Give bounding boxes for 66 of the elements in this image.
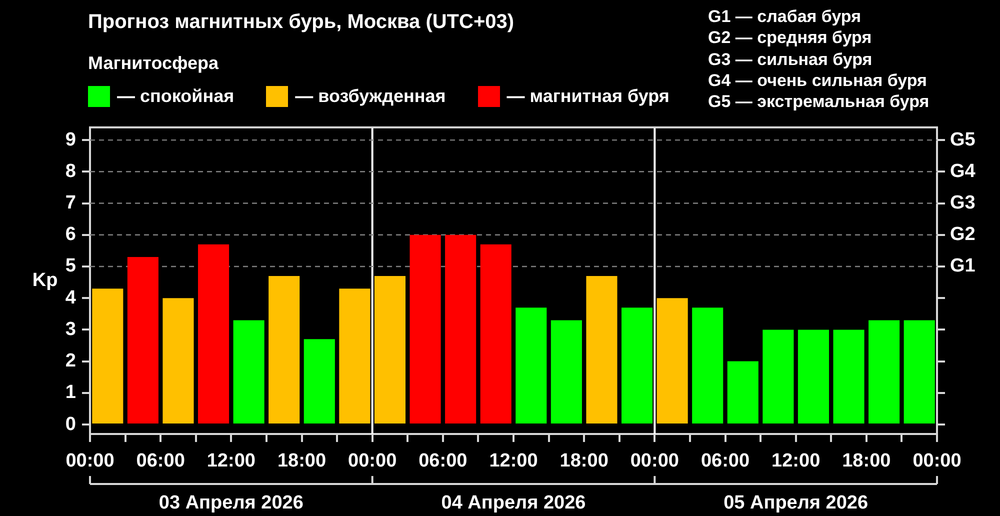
text: G3 — сильная буря [708,48,874,70]
y-tick-label: 3 [65,318,76,340]
ref-line-label: G4 [950,160,976,182]
bar [656,298,688,424]
y-tick-label: 5 [65,256,76,277]
bar [374,276,406,424]
bar [762,330,794,424]
legend-label: — магнитная буря [506,86,670,107]
legend-label: — спокойная [117,86,234,107]
x2-tick-label: 04 Апреля 2026 [441,492,586,514]
chart-title: Прогноз магнитных бурь, Москва (UTC+03) [88,11,514,33]
text: G5 — экстремальная буря [708,91,930,112]
bar [410,234,441,424]
bar [904,320,935,424]
x-tick-label: 00:00 [348,450,397,472]
text: G4 — очень сильная буря [708,70,928,92]
y-tick-label: 4 [65,287,76,308]
text: G2 — средняя буря [708,27,873,49]
y-tick-label: 8 [65,160,76,182]
x-tick-label: 00:00 [66,450,114,472]
bar [162,298,194,424]
bar [692,308,724,424]
x2-tick-label: 05 Апреля 2026 [724,492,868,514]
x-tick-label: 12:00 [206,450,256,472]
y-axis-title: Kp [32,270,58,291]
y-tick-label: 0 [65,414,76,435]
bar [304,339,335,424]
y-tick-label: 6 [65,224,76,246]
ref-line-label: G5 [950,129,976,150]
legend-title: Магнитосфера [88,53,220,74]
bar [445,234,476,424]
y-tick-label: 7 [65,192,76,214]
x-tick-label: 18:00 [560,450,608,472]
x-tick-label: 18:00 [842,450,891,472]
bar [868,320,900,424]
bar [233,320,264,424]
x-tick-label: 00:00 [630,450,679,472]
y-tick-label: 2 [65,350,76,372]
y-tick-label: 1 [65,382,76,404]
bar [586,276,618,424]
bar [268,276,300,424]
bar [833,330,864,424]
bar [480,244,512,424]
bar [92,288,124,424]
x2-tick-label: 03 Апреля 2026 [158,492,304,514]
bar [621,308,653,424]
x-tick-label: 18:00 [277,450,326,472]
bar [198,244,230,424]
x-tick-label: 12:00 [772,450,820,472]
bar [127,256,158,424]
legend-label: — возбужденная [295,86,446,107]
x-tick-label: 06:00 [136,450,185,472]
x-tick-label: 00:00 [912,450,962,472]
ref-line-label: G3 [950,192,976,214]
bar [339,288,370,424]
ref-line-label: G1 [950,256,976,277]
text: G1 — слабая буря [708,6,862,28]
bar [727,361,758,424]
ref-line-label: G2 [950,224,976,246]
bar [516,308,547,424]
x-tick-label: 12:00 [489,450,538,472]
x-tick-label: 06:00 [418,450,468,472]
bar [550,320,582,424]
y-tick-label: 9 [65,129,76,150]
bar [798,330,830,424]
x-tick-label: 06:00 [700,450,750,472]
